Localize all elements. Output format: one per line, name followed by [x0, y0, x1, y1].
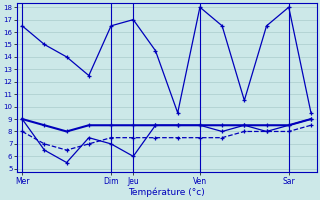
- X-axis label: Température (°c): Température (°c): [128, 187, 205, 197]
